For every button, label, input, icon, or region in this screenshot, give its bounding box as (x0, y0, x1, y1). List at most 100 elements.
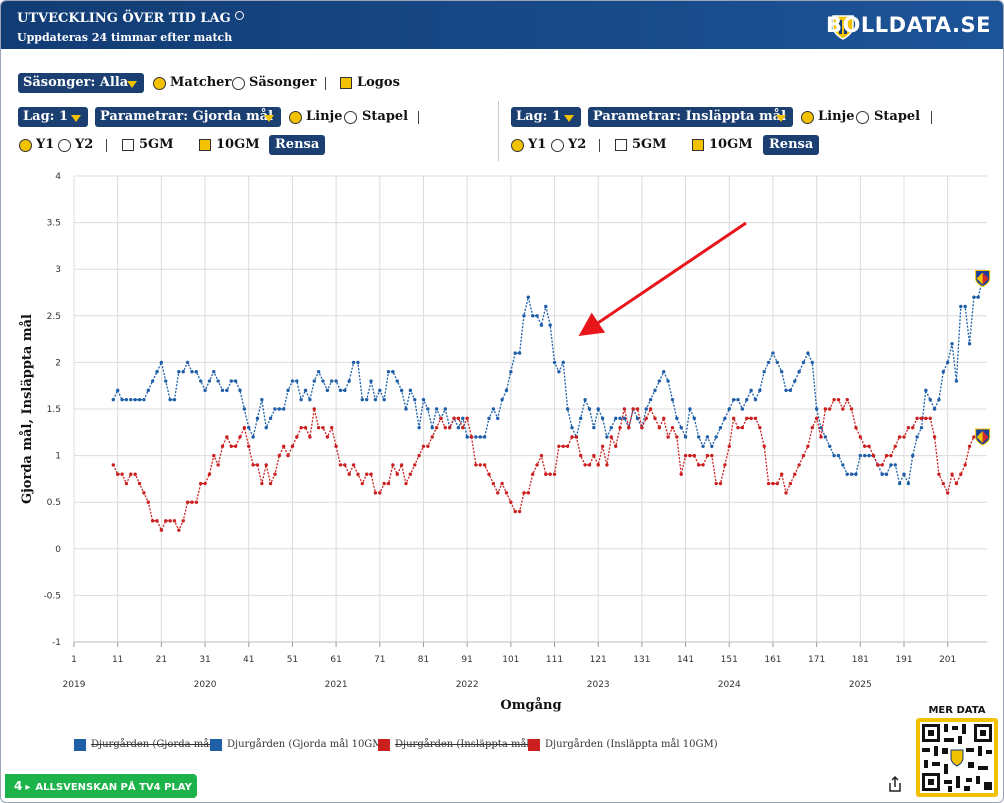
radio-y2[interactable] (58, 139, 71, 152)
checkbox-label[interactable]: Logos (357, 75, 400, 90)
radio-label[interactable]: Linje (818, 109, 855, 124)
data-point (884, 453, 889, 458)
data-point (714, 435, 718, 439)
data-point (731, 416, 736, 421)
x-tick-label: 71 (374, 655, 385, 665)
checkbox-label[interactable]: 10GM (709, 137, 753, 152)
team-dropdown[interactable]: Lag: 1 (18, 107, 88, 127)
data-point (937, 472, 941, 476)
data-point (522, 491, 526, 495)
data-point (793, 379, 797, 383)
qr-panel[interactable]: MER DATA (916, 705, 998, 797)
checkbox-10gm[interactable] (199, 139, 211, 151)
checkbox-10gm[interactable] (692, 139, 704, 151)
data-point (880, 463, 884, 467)
data-point (675, 435, 679, 439)
data-point (181, 519, 185, 523)
data-point (766, 481, 771, 486)
data-point (369, 379, 373, 383)
data-point (544, 472, 548, 476)
promo-badge: 4 (14, 779, 23, 793)
checkbox-label[interactable]: 5GM (632, 137, 667, 152)
data-point (544, 304, 548, 309)
radio-label[interactable]: Stapel (874, 109, 921, 124)
radio-label[interactable]: Y2 (568, 137, 587, 152)
data-point (137, 397, 142, 402)
x-tick-label: 181 (852, 655, 869, 665)
data-point (666, 435, 670, 439)
data-point (190, 500, 194, 504)
data-point (312, 379, 316, 383)
data-point (858, 435, 863, 439)
parameter-dropdown[interactable]: Parametrar: Gjorda mål (95, 107, 281, 127)
parameter-dropdown[interactable]: Parametrar: Insläppta mål (588, 107, 793, 127)
legend-item[interactable]: Djurgården (Gjorda mål 10GM) (210, 738, 386, 752)
seasons-dropdown[interactable]: Säsonger: Alla (18, 73, 144, 93)
radio-y1[interactable] (19, 139, 32, 152)
data-point (810, 425, 814, 430)
legend-item[interactable]: Djurgården (Insläppta mål 10GM) (528, 738, 718, 752)
data-point (111, 397, 116, 402)
radio-y2[interactable] (551, 139, 564, 152)
radio-y1[interactable] (511, 139, 524, 152)
data-point (771, 351, 775, 355)
checkbox-5gm[interactable] (122, 139, 134, 151)
radio-label[interactable]: Y1 (528, 137, 547, 152)
x-tick-label: 111 (546, 655, 563, 665)
checkbox-5gm[interactable] (615, 139, 627, 151)
x-tick-label: 101 (502, 655, 519, 665)
data-point (474, 435, 478, 439)
radio-label[interactable]: Y2 (75, 137, 94, 152)
radio-seasons[interactable] (232, 77, 245, 90)
checkbox-label[interactable]: 5GM (139, 137, 174, 152)
radio-label[interactable]: Linje (306, 109, 343, 124)
radio-label[interactable]: Stapel (362, 109, 409, 124)
radio-label[interactable]: Matcher (170, 75, 232, 90)
info-icon[interactable] (234, 11, 244, 20)
grid: -1-0.500.511.522.533.541 11 21 31 41 51 61 71 81… (43, 172, 987, 690)
data-point (972, 435, 976, 439)
y-tick-label: 0.5 (47, 498, 61, 508)
team-logo (975, 428, 991, 446)
data-point (963, 463, 967, 467)
data-point (356, 472, 360, 476)
clear-button[interactable]: Rensa (763, 135, 820, 155)
data-point (793, 472, 797, 476)
share-icon[interactable] (887, 775, 903, 793)
radio-matches[interactable] (153, 77, 166, 90)
data-point (316, 425, 321, 430)
checkbox-label[interactable]: 10GM (216, 137, 260, 152)
radio-line[interactable] (801, 111, 814, 124)
data-point (277, 453, 282, 458)
data-point (225, 388, 229, 393)
radio-bar[interactable] (856, 111, 869, 124)
data-point (185, 360, 190, 365)
data-point (889, 453, 893, 458)
data-point (862, 444, 867, 448)
radio-line[interactable] (289, 111, 302, 124)
data-point (487, 472, 491, 476)
data-point (391, 463, 395, 467)
data-point (753, 416, 758, 421)
radio-label[interactable]: Y1 (36, 137, 55, 152)
data-point (360, 397, 365, 402)
data-point (220, 444, 225, 448)
data-point (823, 407, 828, 411)
radio-bar[interactable] (344, 111, 357, 124)
promo-banner[interactable]: 4 ▸ ALLSVENSKAN PÅ TV4 PLAY (5, 774, 197, 798)
x-tick-label: 91 (461, 655, 472, 665)
data-point (806, 444, 810, 448)
data-point (338, 463, 343, 467)
checkbox-logos[interactable] (340, 77, 352, 89)
x-tick-label: 201 (939, 655, 956, 665)
x-tick-label: 61 (330, 655, 341, 665)
team-dropdown[interactable]: Lag: 1 (511, 107, 581, 127)
brand-name[interactable]: BOLLDATA.SE (826, 13, 991, 37)
radio-label[interactable]: Säsonger (249, 75, 317, 90)
data-point (181, 370, 185, 374)
clear-button[interactable]: Rensa (269, 135, 326, 155)
data-point (504, 491, 509, 495)
legend-item[interactable]: Djurgården (Gjorda mål) (74, 738, 216, 752)
data-point (347, 472, 351, 476)
legend-item[interactable]: Djurgården (Insläppta mål) (378, 738, 534, 752)
